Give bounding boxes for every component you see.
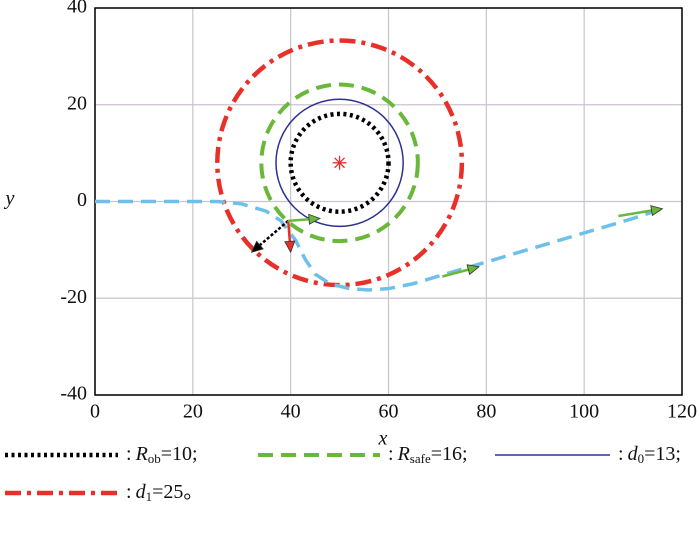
y-axis-label: y bbox=[4, 188, 15, 210]
legend-symbol: R bbox=[397, 443, 410, 465]
y-tick-label: 0 bbox=[77, 189, 87, 211]
legend-symbol: d bbox=[136, 481, 147, 503]
radius-circle bbox=[275, 98, 404, 228]
legend-prefix: : bbox=[388, 443, 394, 465]
radius-circle bbox=[288, 111, 391, 214]
y-tick-label: 40 bbox=[67, 0, 87, 18]
legend-subscript: 1 bbox=[146, 489, 153, 504]
vector-arrow bbox=[618, 205, 664, 218]
x-tick-label: 60 bbox=[379, 401, 399, 423]
x-tick-label: 80 bbox=[476, 401, 496, 423]
arrow-head bbox=[250, 240, 264, 253]
arrow-shaft bbox=[618, 209, 652, 218]
arrow-shaft bbox=[259, 219, 290, 247]
legend-label: : d0=13; bbox=[618, 443, 681, 466]
arrow-shaft bbox=[286, 220, 292, 242]
x-tick-label: 20 bbox=[183, 401, 203, 423]
legend-value: =25。 bbox=[152, 481, 203, 503]
arrow-shaft bbox=[441, 268, 469, 278]
legend-subscript: ob bbox=[148, 451, 161, 466]
x-axis-label: x bbox=[378, 428, 388, 450]
y-tick-label: 20 bbox=[67, 92, 87, 114]
x-tick-label: 0 bbox=[90, 401, 100, 423]
vector-arrow bbox=[284, 220, 296, 254]
legend-value: =10; bbox=[161, 443, 198, 465]
arrow-head bbox=[650, 205, 664, 217]
arrow-shaft bbox=[288, 218, 310, 223]
legend-label: : Rsafe=16; bbox=[388, 443, 468, 466]
center-stroke bbox=[334, 157, 345, 169]
arrow-head bbox=[466, 264, 480, 276]
trajectory bbox=[95, 199, 663, 292]
legend-prefix: : bbox=[618, 443, 624, 465]
legend-label: : Rob=10; bbox=[126, 443, 198, 466]
vector-arrow bbox=[288, 213, 321, 225]
legend-label: : d1=25。 bbox=[126, 481, 203, 504]
legend-symbol: d bbox=[628, 443, 639, 465]
legend-prefix: : bbox=[126, 443, 132, 465]
x-tick-label: 100 bbox=[569, 401, 599, 423]
vector-arrow bbox=[441, 264, 480, 278]
x-tick-label: 40 bbox=[281, 401, 301, 423]
y-tick-label: -40 bbox=[60, 383, 87, 405]
legend-value: =13; bbox=[644, 443, 681, 465]
legend-subscript: 0 bbox=[638, 451, 645, 466]
center-marker bbox=[332, 155, 347, 170]
arrow-head bbox=[284, 240, 296, 254]
y-tick-label: -20 bbox=[60, 286, 87, 308]
vector-arrow bbox=[250, 219, 290, 253]
legend-prefix: : bbox=[126, 481, 132, 503]
legend-subscript: safe bbox=[410, 451, 431, 466]
legend-value: =16; bbox=[431, 443, 468, 465]
legend-symbol: R bbox=[135, 443, 148, 465]
arrow-head bbox=[308, 213, 321, 225]
radius-circle bbox=[259, 82, 420, 244]
x-tick-label: 120 bbox=[667, 401, 697, 423]
